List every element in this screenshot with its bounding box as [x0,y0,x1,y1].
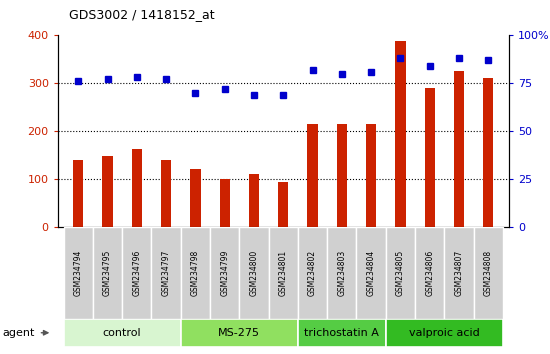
Text: GSM234804: GSM234804 [367,250,376,296]
Bar [161,160,171,227]
Text: GSM234794: GSM234794 [74,249,82,296]
FancyBboxPatch shape [327,227,356,319]
Text: GSM234796: GSM234796 [133,249,141,296]
FancyBboxPatch shape [93,227,122,319]
Bar [131,149,142,227]
Text: control: control [103,328,141,338]
FancyBboxPatch shape [64,319,181,347]
Text: GSM234801: GSM234801 [279,250,288,296]
Text: GSM234803: GSM234803 [337,250,346,296]
FancyBboxPatch shape [64,227,93,319]
FancyBboxPatch shape [386,319,503,347]
Bar [102,156,113,227]
Bar [278,182,288,227]
Text: GSM234795: GSM234795 [103,249,112,296]
Text: GSM234805: GSM234805 [396,250,405,296]
FancyBboxPatch shape [298,227,327,319]
FancyBboxPatch shape [268,227,298,319]
Bar [307,124,318,227]
Text: GDS3002 / 1418152_at: GDS3002 / 1418152_at [69,8,214,21]
Text: GSM234808: GSM234808 [484,250,493,296]
Text: GSM234798: GSM234798 [191,250,200,296]
Text: GSM234799: GSM234799 [220,249,229,296]
Text: GSM234802: GSM234802 [308,250,317,296]
Bar [249,174,259,227]
Bar [425,88,435,227]
Bar [337,124,347,227]
Text: agent: agent [3,328,35,338]
FancyBboxPatch shape [386,227,415,319]
FancyBboxPatch shape [151,227,181,319]
Bar [483,79,493,227]
Bar [190,169,201,227]
Text: valproic acid: valproic acid [409,328,480,338]
Text: GSM234807: GSM234807 [454,250,464,296]
Bar [395,41,405,227]
FancyBboxPatch shape [181,319,298,347]
Bar [454,71,464,227]
FancyBboxPatch shape [239,227,268,319]
Text: GSM234800: GSM234800 [250,250,258,296]
FancyBboxPatch shape [181,227,210,319]
FancyBboxPatch shape [474,227,503,319]
Text: trichostatin A: trichostatin A [304,328,380,338]
Text: GSM234806: GSM234806 [425,250,434,296]
FancyBboxPatch shape [210,227,239,319]
Text: MS-275: MS-275 [218,328,260,338]
Bar [366,124,376,227]
Bar [73,160,84,227]
Bar [219,179,230,227]
FancyBboxPatch shape [444,227,474,319]
FancyBboxPatch shape [298,319,386,347]
FancyBboxPatch shape [356,227,386,319]
FancyBboxPatch shape [122,227,151,319]
Text: GSM234797: GSM234797 [162,249,170,296]
FancyBboxPatch shape [415,227,444,319]
